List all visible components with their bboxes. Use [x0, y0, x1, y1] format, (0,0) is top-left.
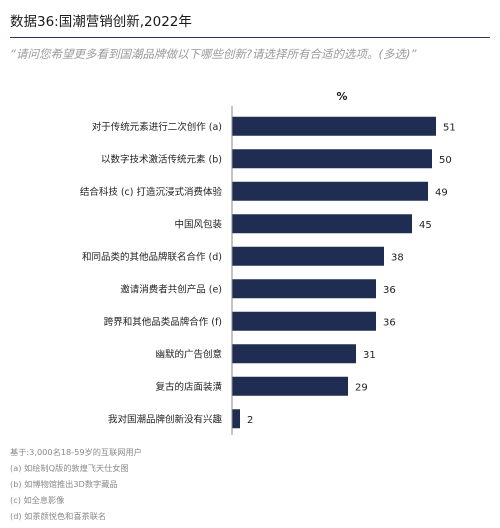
value-label: 50	[439, 155, 452, 166]
footnote-a: (a) 如绘制Q版的敦煌飞天仕女图	[10, 463, 129, 473]
category-label: 和同品类的其他品牌联名合作 (d)	[82, 251, 222, 263]
bar	[232, 214, 412, 234]
bar	[232, 376, 348, 396]
value-label: 29	[355, 382, 368, 393]
value-label: 51	[443, 122, 456, 133]
value-label: 49	[435, 187, 448, 198]
category-label: 对于传统元素进行二次创作 (a)	[92, 121, 222, 133]
bar	[232, 409, 240, 429]
category-label: 幽默的广告创意	[155, 348, 222, 360]
title-divider	[10, 37, 490, 38]
bar	[232, 149, 432, 169]
bar	[232, 116, 436, 136]
category-label: 跨界和其他品类品牌合作 (f)	[104, 316, 222, 328]
unit-label: %	[336, 90, 347, 103]
footnotes: 基于:3,000名18-59岁的互联网用户 (a) 如绘制Q版的敦煌飞天仕女图 …	[10, 444, 142, 524]
bar	[232, 246, 384, 266]
footnote-c: (c) 如全息影像	[10, 495, 65, 505]
category-label: 我对国潮品牌创新没有兴趣	[108, 413, 223, 425]
bar	[232, 181, 428, 201]
category-label: 结合科技 (c) 打造沉浸式消费体验	[80, 186, 223, 198]
value-label: 38	[391, 252, 404, 263]
value-label: 36	[383, 317, 396, 328]
category-label: 复古的店面装潢	[155, 381, 222, 393]
value-label: 36	[383, 285, 396, 296]
base-note: 基于:3,000名18-59岁的互联网用户	[10, 447, 142, 457]
footnote-b: (b) 如博物馆推出3D数字藏品	[10, 479, 118, 489]
bar	[232, 344, 356, 364]
survey-question: “请问您希望更多看到国潮品牌做以下哪些创新?请选择所有合适的选项。(多选)”	[10, 47, 417, 61]
footnote-d: (d) 如茶颜悦色和喜茶联名	[10, 511, 107, 521]
value-label: 45	[419, 220, 432, 231]
value-label: 2	[247, 415, 253, 426]
category-label: 以数字技术激活传统元素 (b)	[101, 153, 222, 165]
page-title: 数据36:国潮营销创新,2022年	[10, 14, 192, 30]
bar	[232, 279, 376, 299]
category-label: 中国风包装	[174, 218, 222, 230]
bar-chart: % 对于传统元素进行二次创作 (a) 51 以数字技术激活传统元素 (b) 50 结合科技…	[80, 90, 456, 435]
value-label: 31	[363, 350, 376, 361]
bar	[232, 311, 376, 331]
category-label: 邀请消费者共创产品 (e)	[120, 283, 222, 295]
